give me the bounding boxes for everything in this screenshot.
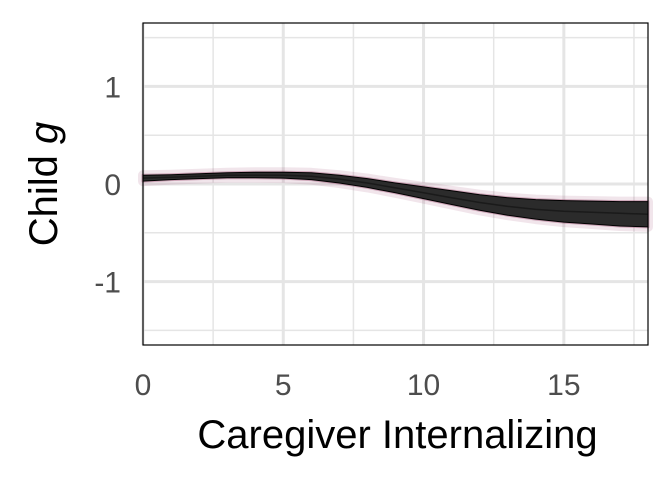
y-tick-label: -1 — [94, 267, 121, 300]
x-tick-label: 0 — [135, 369, 152, 402]
y-axis-ticks: -1 0 1 — [94, 71, 121, 299]
x-tick-label: 5 — [275, 369, 292, 402]
y-axis-title-italic: g — [22, 122, 66, 144]
x-axis-title: Caregiver Internalizing — [197, 413, 597, 457]
fit-line — [142, 174, 649, 215]
y-axis-title-text: Child — [22, 144, 66, 246]
y-tick-label: 1 — [104, 71, 121, 104]
y-axis-title: Child g — [22, 122, 66, 247]
x-tick-label: 15 — [547, 369, 580, 402]
x-axis-ticks: 0 5 10 15 — [135, 369, 581, 402]
x-tick-label: 10 — [407, 369, 440, 402]
panel-border — [142, 22, 649, 346]
data-band — [138, 167, 653, 232]
y-tick-label: 0 — [104, 169, 121, 202]
